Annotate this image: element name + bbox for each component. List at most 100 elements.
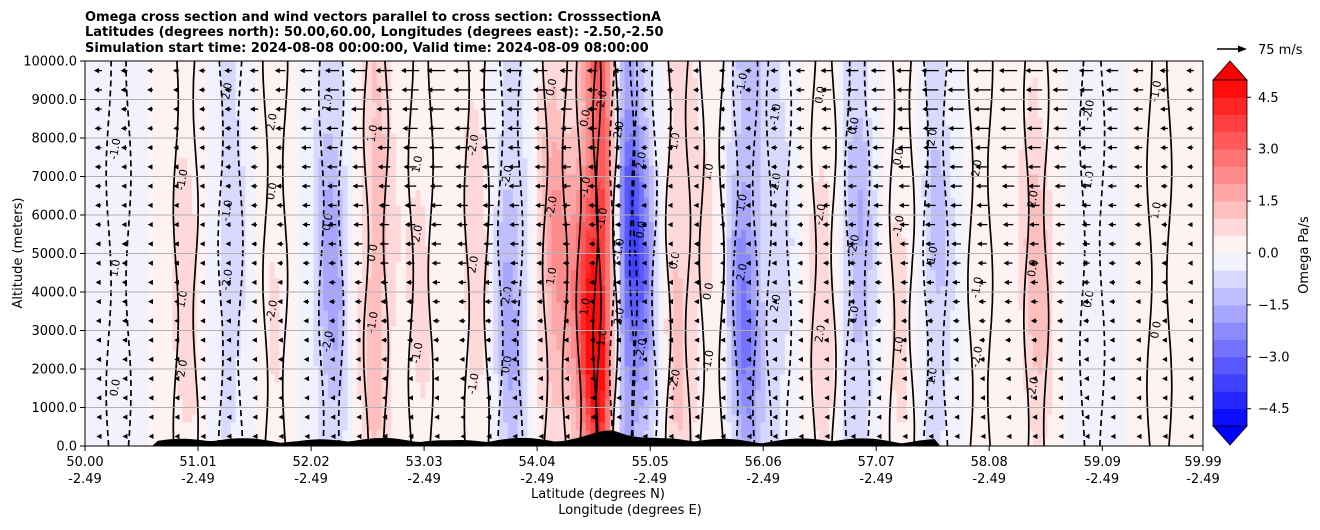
omega-cell <box>313 69 319 78</box>
omega-cell <box>366 325 373 335</box>
omega-cell <box>240 181 247 190</box>
omega-cell <box>391 357 397 367</box>
omega-cell <box>376 413 383 423</box>
omega-cell <box>313 277 319 287</box>
omega-cell <box>279 125 285 134</box>
omega-cell <box>332 229 339 239</box>
omega-cell <box>191 181 198 190</box>
omega-cell <box>206 149 212 158</box>
omega-cell <box>323 197 329 206</box>
omega-cell <box>128 141 135 150</box>
omega-cell <box>308 237 315 247</box>
omega-cell <box>119 365 125 375</box>
omega-cell <box>342 317 349 327</box>
omega-cell <box>396 365 402 375</box>
omega-cell <box>541 165 548 174</box>
omega-cell <box>240 349 247 359</box>
omega-cell <box>182 133 188 142</box>
omega-cell <box>425 77 431 86</box>
omega-cell <box>478 165 485 174</box>
omega-cell <box>177 157 183 166</box>
omega-cell <box>109 237 115 247</box>
omega-cell <box>182 261 188 271</box>
omega-cell <box>332 357 339 367</box>
omega-cell <box>381 173 387 182</box>
omega-cell <box>556 277 562 287</box>
omega-cell <box>420 85 426 94</box>
omega-cell <box>551 133 558 142</box>
omega-cell <box>371 165 378 174</box>
omega-cell <box>230 229 237 239</box>
omega-cell <box>225 285 232 295</box>
omega-cell <box>347 141 353 150</box>
omega-cell <box>469 357 475 367</box>
omega-cell <box>294 325 300 335</box>
omega-cell <box>318 333 324 343</box>
omega-cell <box>566 405 572 415</box>
omega-cell <box>264 61 271 70</box>
omega-cell <box>284 413 290 423</box>
omega-cell <box>410 325 417 335</box>
omega-cell <box>89 117 96 126</box>
omega-cell <box>201 213 208 223</box>
omega-cell <box>289 261 295 271</box>
omega-cell <box>561 261 567 271</box>
omega-cell <box>274 197 281 206</box>
omega-cell <box>498 421 504 431</box>
omega-cell <box>376 117 383 126</box>
omega-cell <box>459 141 465 150</box>
omega-cell <box>250 389 256 399</box>
omega-cell <box>289 277 295 287</box>
omega-cell <box>279 261 285 271</box>
omega-cell <box>153 261 159 271</box>
omega-cell <box>123 389 130 399</box>
omega-cell <box>269 165 276 174</box>
omega-cell <box>415 421 421 431</box>
omega-cell <box>342 293 349 303</box>
omega-cell <box>182 165 188 174</box>
omega-cell <box>191 373 198 383</box>
omega-cell <box>259 365 266 375</box>
omega-cell <box>566 269 572 279</box>
omega-cell <box>269 405 276 415</box>
omega-cell <box>128 245 135 255</box>
omega-cell <box>308 365 315 375</box>
omega-cell <box>507 165 514 174</box>
omega-cell <box>284 365 290 375</box>
omega-cell <box>245 245 251 255</box>
omega-cell <box>464 173 470 182</box>
omega-cell <box>415 77 421 86</box>
omega-cell <box>532 325 538 335</box>
omega-cell <box>454 389 460 399</box>
omega-cell <box>454 101 460 110</box>
omega-cell <box>464 269 470 279</box>
omega-cell <box>313 77 319 86</box>
omega-cell <box>99 181 106 190</box>
omega-cell <box>308 141 315 150</box>
omega-cell <box>104 133 110 142</box>
omega-cell <box>172 109 178 118</box>
omega-cell <box>85 269 91 279</box>
omega-cell <box>332 349 339 359</box>
omega-cell <box>483 205 490 214</box>
omega-cell <box>162 341 169 351</box>
omega-cell <box>449 85 456 94</box>
omega-cell <box>138 101 144 110</box>
omega-cell <box>294 357 300 367</box>
omega-cell <box>473 197 480 206</box>
omega-cell <box>206 413 212 423</box>
omega-cell <box>109 77 115 86</box>
omega-cell <box>527 253 533 263</box>
omega-cell <box>211 125 217 134</box>
omega-cell <box>488 269 494 279</box>
omega-cell <box>464 189 470 198</box>
omega-cell <box>153 429 159 439</box>
omega-cell <box>342 429 349 439</box>
omega-cell <box>274 69 281 78</box>
omega-cell <box>575 405 582 415</box>
omega-cell <box>313 405 319 415</box>
omega-cell <box>541 245 548 255</box>
omega-cell <box>216 341 222 351</box>
omega-cell <box>211 101 217 110</box>
omega-cell <box>415 333 421 343</box>
